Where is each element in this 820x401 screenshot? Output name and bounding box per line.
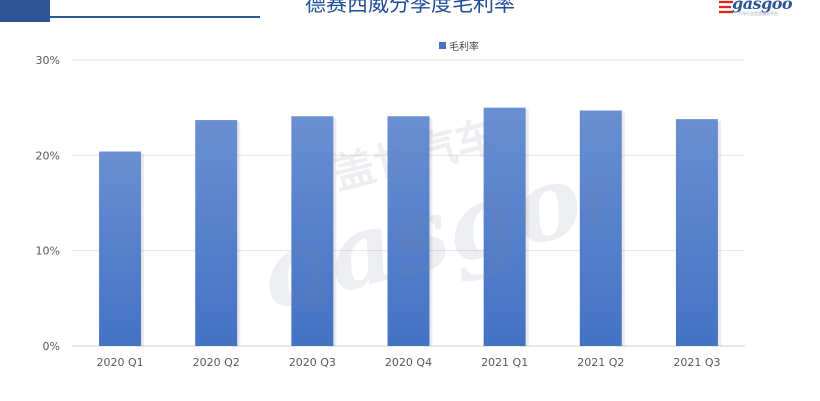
x-tick-label: 2020 Q2 (193, 356, 240, 369)
x-tick-label: 2020 Q1 (96, 356, 143, 369)
bar (387, 116, 430, 346)
gasgoo-logo: gasgoo 汽车行业信息服务平台 (716, 0, 806, 20)
x-tick-label: 2021 Q2 (577, 356, 624, 369)
bar (675, 119, 718, 347)
chart-title: 德赛西威分季度毛利率 (305, 0, 515, 16)
y-tick-label: 20% (36, 149, 60, 162)
legend-swatch (439, 42, 446, 49)
bar (579, 110, 622, 346)
corner-accent-line (50, 16, 260, 18)
x-tick-label: 2020 Q3 (289, 356, 336, 369)
logo-wordmark: gasgoo (732, 0, 793, 13)
corner-accent (0, 0, 50, 22)
bar (99, 151, 142, 346)
bar (291, 116, 334, 346)
y-tick-label: 0% (43, 340, 60, 353)
x-tick-label: 2020 Q4 (385, 356, 432, 369)
legend-label: 毛利率 (449, 42, 479, 53)
logo-tagline: 汽车行业信息服务平台 (738, 11, 778, 16)
x-tick-label: 2021 Q3 (673, 356, 720, 369)
y-tick-label: 30% (36, 54, 60, 67)
x-tick-label: 2021 Q1 (481, 356, 528, 369)
bar (195, 120, 238, 346)
y-tick-label: 10% (36, 245, 60, 258)
logo-mark-icon (719, 0, 733, 14)
bar (483, 107, 526, 347)
chart-legend: 毛利率 (439, 38, 479, 53)
